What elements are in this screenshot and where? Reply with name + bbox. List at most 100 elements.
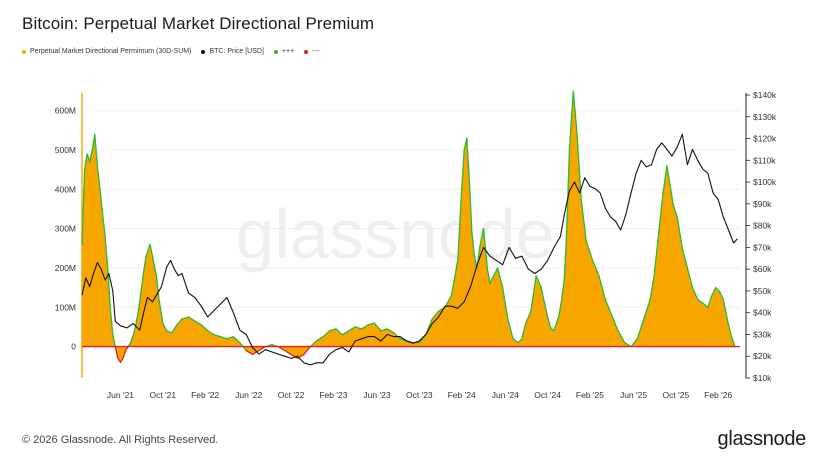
premium-segment-65 <box>386 328 395 334</box>
premium-segment-98 <box>540 286 547 312</box>
legend-label-down: --- <box>312 48 320 55</box>
premium-segment-6 <box>94 133 99 167</box>
premium-segment-43 <box>245 349 254 356</box>
premium-segment-120 <box>643 298 651 320</box>
premium-segment-85 <box>482 227 488 269</box>
premium-segment-4 <box>89 149 93 163</box>
premium-segment-38 <box>213 334 222 338</box>
premium-segment-28 <box>158 298 164 324</box>
right-tick-label-0: $10k <box>753 373 772 383</box>
premium-segment-39 <box>219 336 228 340</box>
chart-title: Bitcoin: Perpetual Market Directional Pr… <box>22 14 375 33</box>
premium-segment-48 <box>277 345 286 352</box>
x-tick-label-12: Jun '25 <box>620 390 647 400</box>
premium-segment-1 <box>81 169 86 246</box>
premium-segment-55 <box>322 330 331 338</box>
legend-item-down[interactable]: --- <box>304 48 319 55</box>
premium-segment-66 <box>393 332 401 340</box>
premium-segment-115 <box>611 314 619 332</box>
premium-segment-34 <box>187 316 196 322</box>
premium-segment-104 <box>561 279 565 301</box>
premium-segment-108 <box>572 90 578 135</box>
premium-segment-54 <box>316 336 324 342</box>
premium-segment-74 <box>444 294 453 308</box>
premium-segment-14 <box>114 345 119 359</box>
legend-item-up[interactable]: +++ <box>273 48 295 55</box>
premium-segment-102 <box>555 314 560 324</box>
premium-segment-22 <box>137 271 145 312</box>
premium-segment-119 <box>636 318 645 340</box>
premium-segment-89 <box>496 267 504 289</box>
premium-segment-35 <box>194 320 202 326</box>
x-tick-label-3: Jun '22 <box>235 390 262 400</box>
x-tick-label-5: Feb '23 <box>319 390 347 400</box>
premium-segment-92 <box>512 338 519 344</box>
premium-segment-134 <box>707 294 713 308</box>
premium-segment-27 <box>155 275 160 301</box>
premium-segment-109 <box>576 133 582 198</box>
legend-item-price[interactable]: BTC: Price [USD] <box>201 48 264 55</box>
premium-segment-10 <box>104 235 109 269</box>
premium-segment-127 <box>672 204 678 218</box>
right-tick-label-4: $50k <box>753 286 772 296</box>
premium-segment-75 <box>450 259 459 297</box>
premium-segment-23 <box>142 255 147 273</box>
premium-segment-129 <box>681 247 689 269</box>
legend-label-price: BTC: Price [USD] <box>209 48 264 55</box>
premium-segment-30 <box>166 330 173 334</box>
premium-segment-110 <box>580 196 587 242</box>
premium-segment-111 <box>585 239 594 261</box>
premium-segment-123 <box>658 192 664 230</box>
legend-label-up: +++ <box>281 48 295 55</box>
grid-lines <box>82 110 740 347</box>
premium-segment-112 <box>591 259 600 277</box>
right-tick-label-7: $80k <box>753 221 772 231</box>
premium-segment-9 <box>101 212 106 238</box>
premium-segment-107 <box>568 90 574 151</box>
premium-segment-77 <box>461 149 465 190</box>
chart-legend: Perpetual Market Directional Permimum (3… <box>22 48 329 55</box>
x-tick-label-10: Oct '24 <box>534 390 561 400</box>
x-axis: Jun '21 Oct '21 Feb '22 Jun '22 Oct '22 Feb '… <box>107 390 733 400</box>
premium-segment-121 <box>649 275 655 301</box>
legend-label-premium: Perpetual Market Directional Permimum (3… <box>30 48 192 55</box>
premium-segment-94 <box>521 322 527 340</box>
legend-dot-down <box>304 49 309 54</box>
premium-segment-113 <box>598 275 606 301</box>
premium-area-fill <box>82 91 735 363</box>
footer-copyright: © 2026 Glassnode. All Rights Reserved. <box>22 434 219 446</box>
premium-segment-37 <box>207 330 215 336</box>
premium-segment-84 <box>478 227 485 249</box>
premium-segment-133 <box>702 302 709 308</box>
left-tick-label-6: 600M <box>55 106 76 116</box>
premium-segment-100 <box>549 326 555 332</box>
legend-dot-price <box>201 49 206 54</box>
x-tick-label-4: Oct '22 <box>278 390 305 400</box>
legend-dot-premium <box>22 49 26 54</box>
premium-segment-21 <box>133 310 140 332</box>
left-axis: 0 100M 200M 300M 400M 500M 600M <box>55 93 83 378</box>
premium-segment-63 <box>373 322 382 332</box>
right-tick-label-12: $130k <box>753 112 777 122</box>
premium-segment-53 <box>309 340 318 348</box>
x-tick-label-9: Jun '24 <box>492 390 519 400</box>
legend-item-premium[interactable]: Perpetual Market Directional Permimum (3… <box>22 48 191 55</box>
x-tick-label-0: Jun '21 <box>107 390 134 400</box>
btc-price-line <box>81 133 738 366</box>
x-tick-label-1: Oct '21 <box>149 390 176 400</box>
premium-segment-99 <box>545 310 551 328</box>
premium-segment-61 <box>360 324 369 330</box>
premium-segment-3 <box>86 153 91 163</box>
x-tick-label-13: Oct '25 <box>663 390 690 400</box>
premium-segment-79 <box>466 137 471 183</box>
premium-segment-95 <box>525 310 532 324</box>
premium-segment-45 <box>258 345 267 352</box>
premium-segment-136 <box>714 286 721 293</box>
right-tick-label-8: $90k <box>753 199 772 209</box>
premium-segment-131 <box>691 286 699 301</box>
premium-segment-33 <box>181 316 190 320</box>
premium-segment-138 <box>722 298 728 320</box>
right-tick-label-1: $20k <box>753 351 772 361</box>
x-tick-label-8: Feb '24 <box>448 390 476 400</box>
